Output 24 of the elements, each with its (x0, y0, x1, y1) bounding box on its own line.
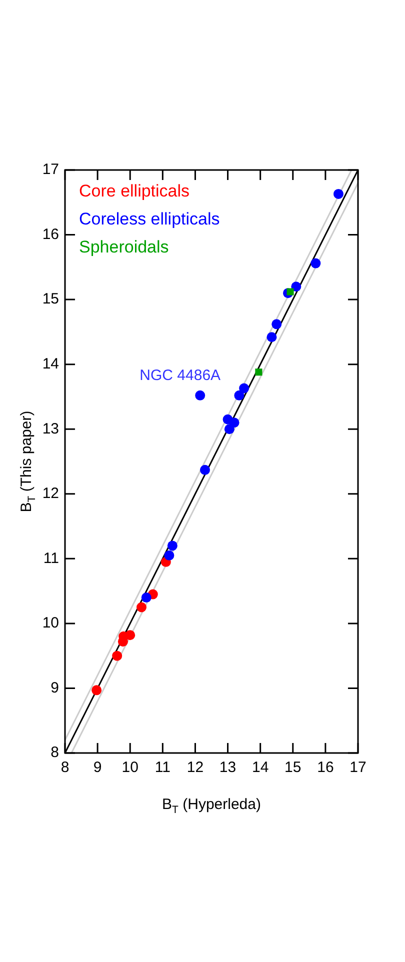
text: Spheroidals (79, 238, 169, 257)
x-tick-label: 17 (350, 759, 366, 776)
x-tick-label: 11 (154, 759, 170, 776)
x-tick-label: 14 (252, 759, 269, 776)
y-axis-title: BT (This paper) (18, 410, 38, 512)
y-tick-label: 8 (50, 744, 59, 762)
y-tick-label: 16 (42, 226, 59, 243)
x-tick-label: 10 (122, 759, 138, 776)
x-tick-label: 16 (317, 759, 334, 776)
y-tick-label: 15 (42, 290, 59, 308)
y-tick-label: 12 (42, 485, 59, 502)
text: Coreless ellipticals (79, 210, 220, 229)
y-tick-label: 9 (50, 679, 59, 696)
annotation: NGC 4486A (140, 367, 221, 384)
y-tick-label: 17 (42, 161, 59, 178)
x-tick-label: 15 (284, 759, 302, 776)
x-tick-label: 9 (93, 759, 102, 776)
x-tick-label: 12 (186, 759, 204, 776)
y-tick-label: 10 (42, 614, 59, 632)
y-tick-label: 13 (42, 420, 59, 438)
x-tick-label: 13 (219, 759, 236, 776)
text: Core ellipticals (79, 182, 190, 201)
y-tick-label: 11 (43, 550, 59, 567)
y-tick-label: 14 (42, 355, 59, 372)
